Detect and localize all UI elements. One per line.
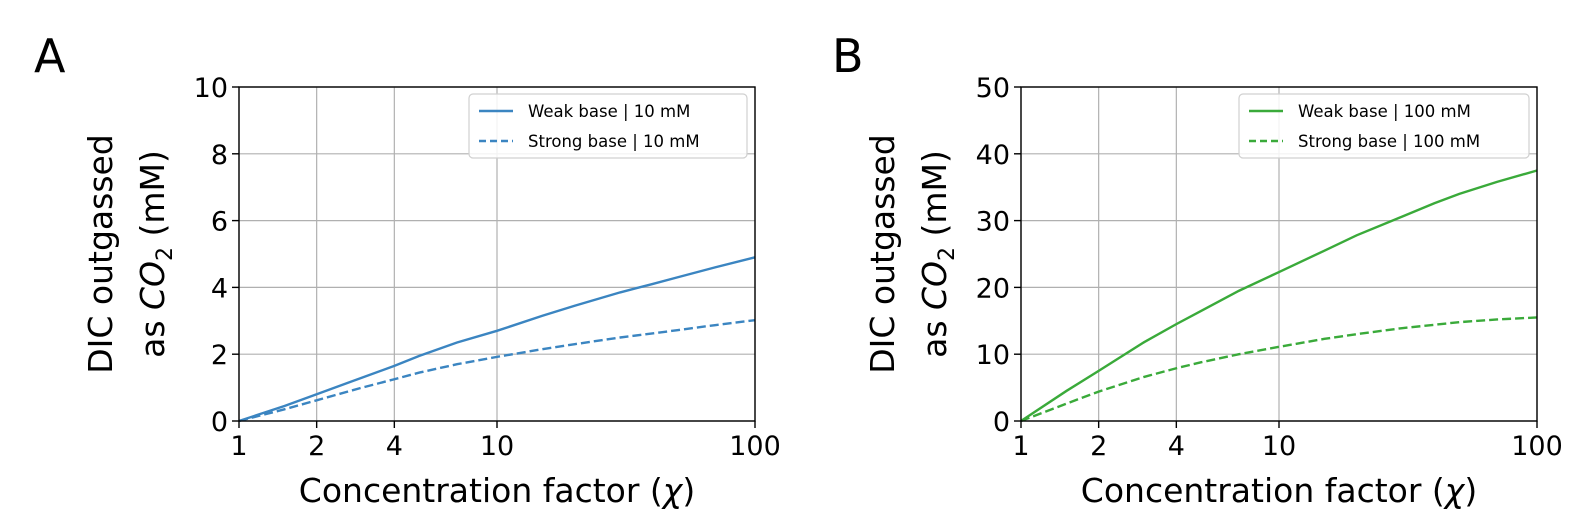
legend-label-strong-base-a: Strong base | 10 mM — [528, 132, 700, 151]
legend-a: Weak base | 10 mM Strong base | 10 mM — [468, 93, 748, 159]
y-tick-label: 30 — [976, 207, 1010, 238]
y-tick-label: 50 — [976, 73, 1010, 104]
legend-label-strong-base-b: Strong base | 100 mM — [1298, 132, 1480, 151]
x-tick-label: 2 — [1090, 431, 1107, 462]
series-line-strong-base — [1020, 316, 1538, 423]
y-tick-label: 40 — [976, 140, 1010, 171]
curves-b — [1020, 169, 1538, 423]
y-tick-label: 10 — [194, 73, 228, 104]
x-tick-label: 4 — [386, 431, 403, 462]
panel-a: A 1 2 4 10 100 0 2 4 6 8 10 Concentration factor (… — [34, 29, 781, 510]
y-axis-label-a-line1: DIC outgassed — [81, 134, 120, 374]
x-tick-label: 100 — [1511, 431, 1563, 462]
panel-letter-b: B — [832, 29, 864, 83]
x-tick-label: 1 — [1012, 431, 1029, 462]
y-tick-label: 10 — [976, 340, 1010, 371]
series-line-weak-base — [238, 256, 756, 423]
panel-b: B 1 2 4 10 100 0 10 20 30 40 50 Concentration fact… — [832, 29, 1563, 510]
y-tick-label: 2 — [211, 340, 228, 371]
series-line-strong-base — [238, 318, 756, 423]
y-axis-label-b-line2: as CO2 (mM) — [915, 150, 960, 358]
y-tick-label: 6 — [211, 207, 228, 238]
y-axis-label-b-line1: DIC outgassed — [863, 134, 902, 374]
legend-label-weak-base-a: Weak base | 10 mM — [528, 102, 690, 121]
series-line-weak-base — [1020, 169, 1538, 423]
x-tick-label: 100 — [729, 431, 781, 462]
legend-b: Weak base | 100 mM Strong base | 100 mM — [1238, 93, 1530, 159]
x-tick-label: 4 — [1168, 431, 1185, 462]
legend-label-weak-base-b: Weak base | 100 mM — [1298, 102, 1471, 121]
curves-a — [238, 256, 756, 423]
ticks-b: 1 2 4 10 100 0 10 20 30 40 50 — [976, 73, 1563, 462]
x-tick-label: 1 — [230, 431, 247, 462]
ticks-a: 1 2 4 10 100 0 2 4 6 8 10 — [194, 73, 781, 462]
x-tick-label: 10 — [480, 431, 514, 462]
x-tick-label: 10 — [1262, 431, 1296, 462]
y-tick-label: 4 — [211, 273, 228, 304]
y-tick-label: 0 — [211, 407, 228, 438]
y-tick-label: 8 — [211, 140, 228, 171]
x-axis-label-b: Concentration factor (χ) — [1081, 471, 1477, 510]
x-axis-label-a: Concentration factor (χ) — [299, 471, 695, 510]
panel-letter-a: A — [34, 29, 66, 83]
y-tick-label: 20 — [976, 273, 1010, 304]
legend-box-b — [1238, 93, 1530, 159]
x-tick-label: 2 — [308, 431, 325, 462]
y-tick-label: 0 — [993, 407, 1010, 438]
legend-box-a — [468, 93, 748, 159]
y-axis-label-a-line2: as CO2 (mM) — [133, 150, 178, 358]
